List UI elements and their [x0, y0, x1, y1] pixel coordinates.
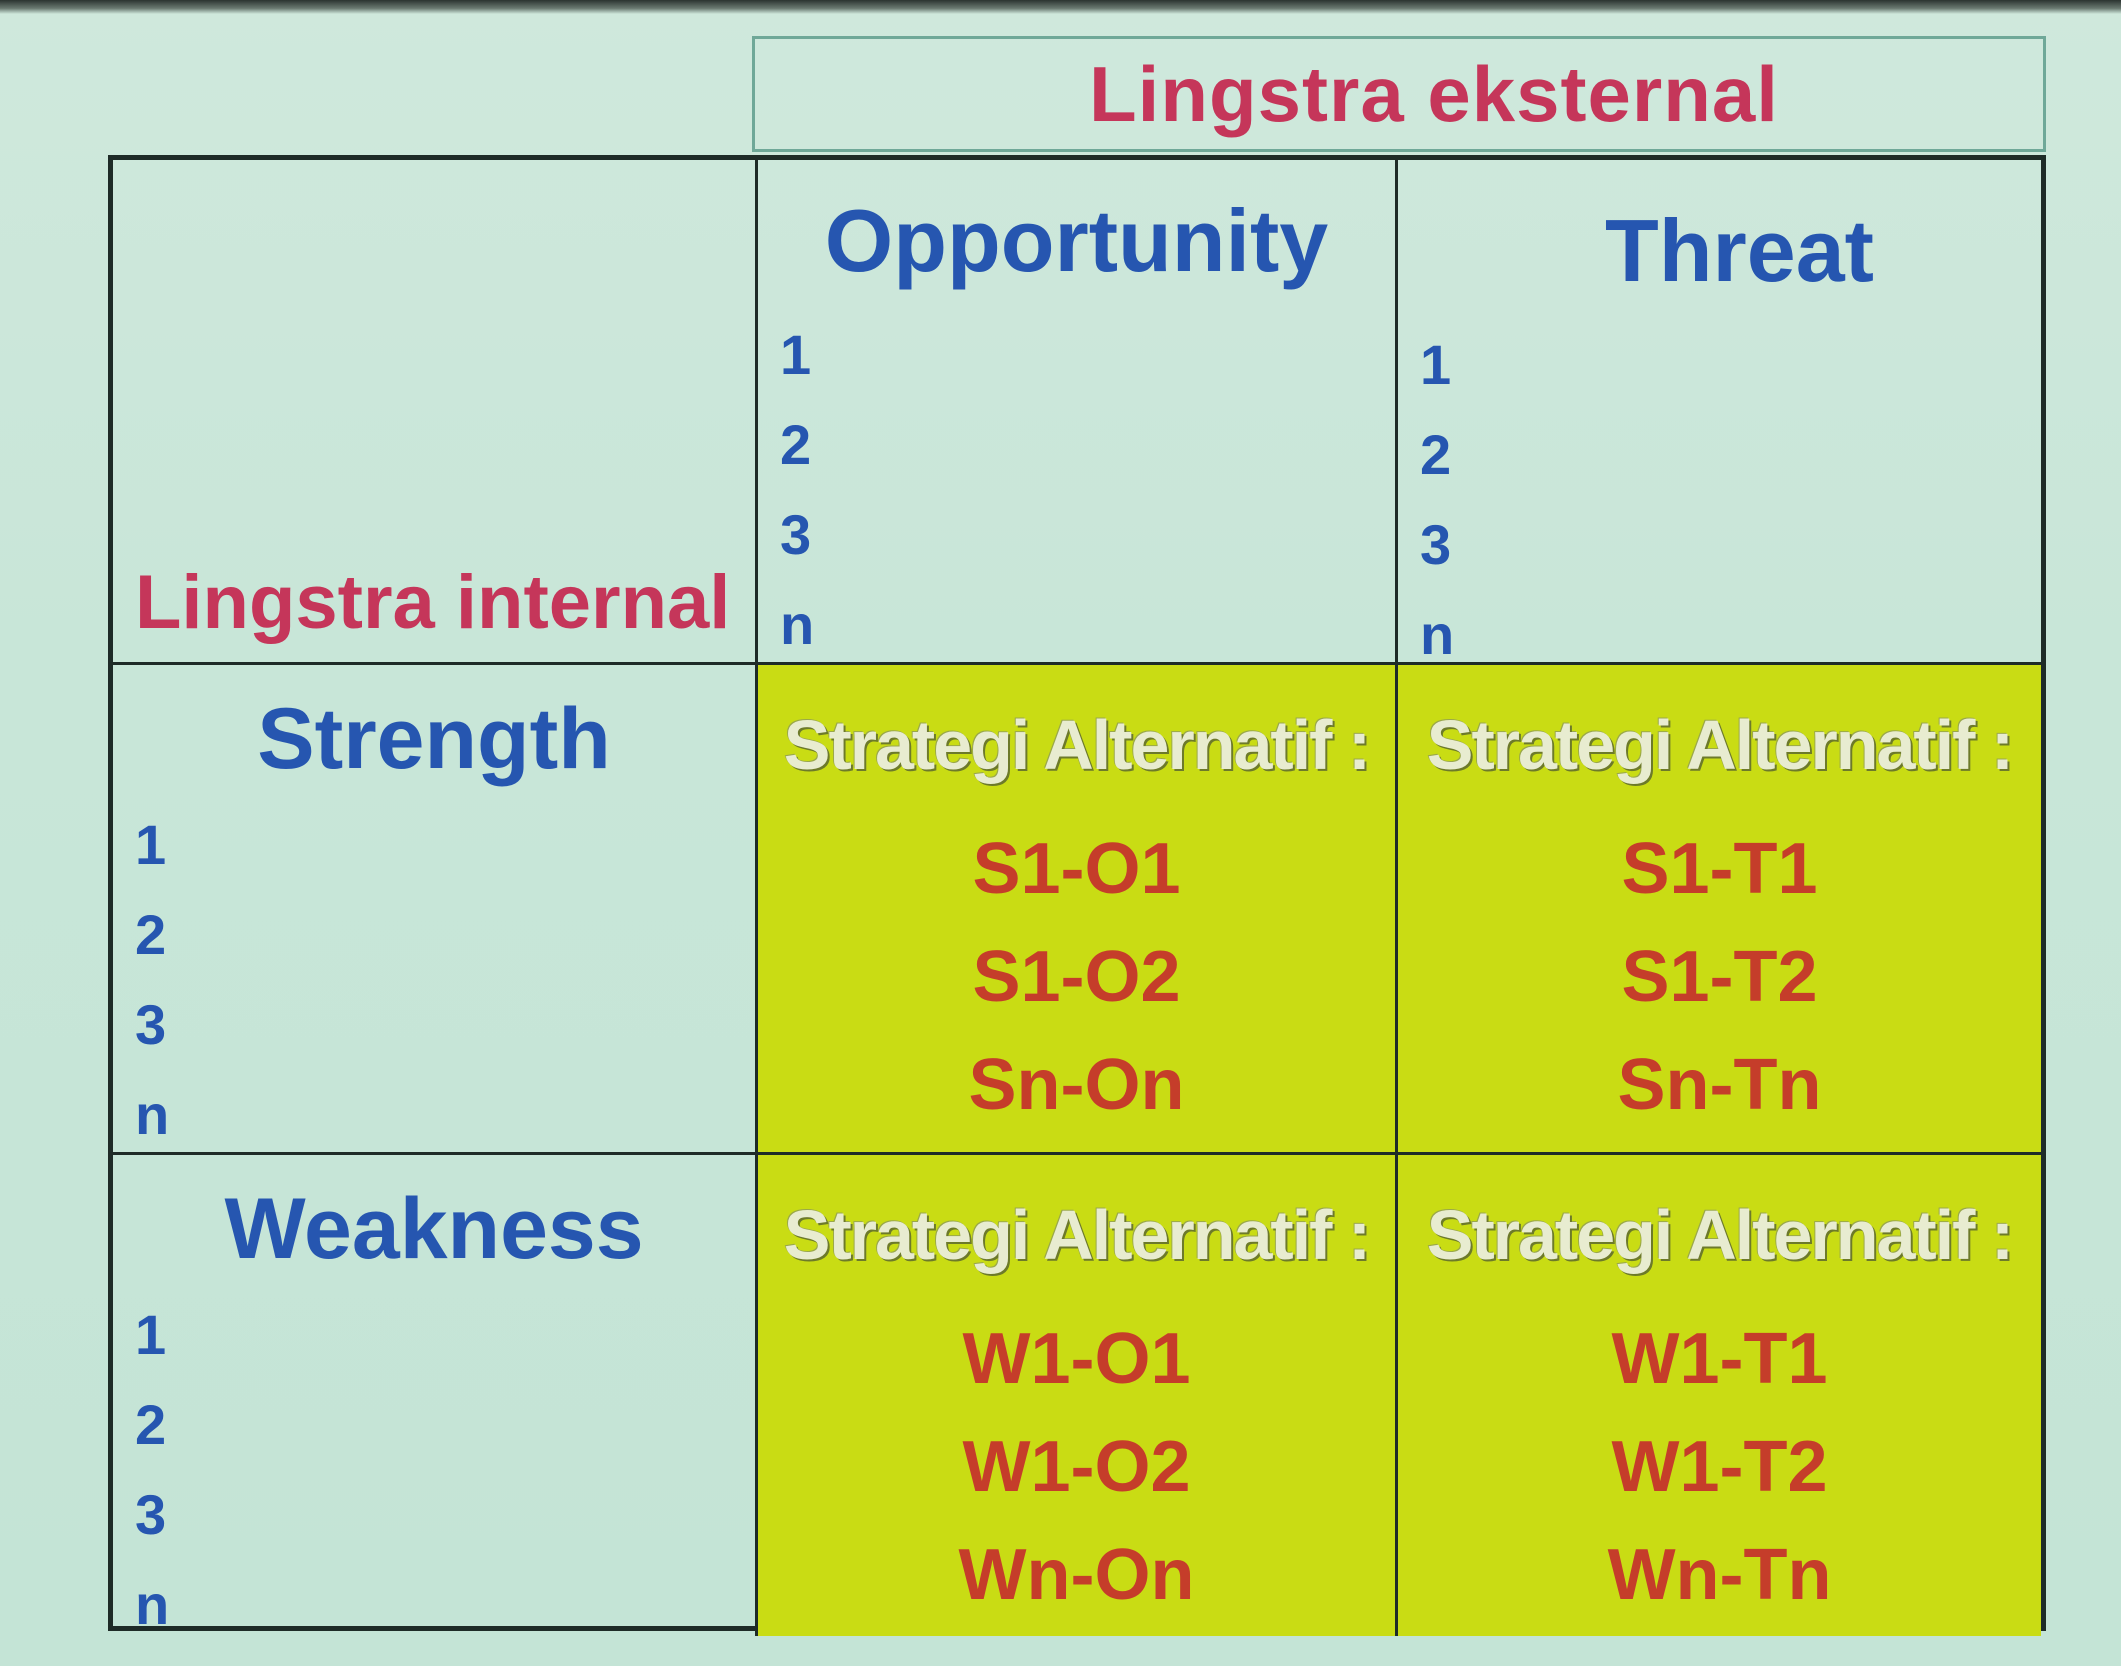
strategy-label: Strategi Alternatif :	[1426, 1196, 2014, 1274]
strategy-list-st: S1-T1 S1-T2 Sn-Tn	[1398, 815, 2041, 1139]
strategy-label: Strategi Alternatif :	[1426, 706, 2014, 784]
row-weakness: Weakness 1 2 3 n	[113, 1155, 758, 1636]
list-item: n	[780, 593, 815, 656]
external-header-box: Lingstra eksternal	[752, 36, 2046, 152]
strategy-item: Wn-On	[958, 1535, 1195, 1615]
list-item: 3	[1420, 513, 1452, 576]
strategy-cell-wo: Strategi Alternatif : W1-O1 W1-O2 Wn-On	[758, 1155, 1398, 1636]
strategy-item: W1-O1	[962, 1319, 1191, 1399]
strategy-item: Wn-Tn	[1607, 1535, 1832, 1615]
column-threat: Threat 1 2 3 n	[1398, 160, 2041, 666]
internal-title: Lingstra internal	[135, 560, 731, 645]
list-item: 1	[135, 813, 167, 876]
row-title-strength: Strength	[257, 691, 611, 787]
list-item: n	[1420, 603, 1455, 666]
strategy-item: S1-T2	[1621, 937, 1818, 1017]
strategy-item: S1-O1	[972, 829, 1181, 909]
strategy-list-wt: W1-T1 W1-T2 Wn-Tn	[1398, 1305, 2041, 1629]
column-title-opportunity: Opportunity	[824, 191, 1329, 290]
strategy-item: S1-O2	[972, 937, 1181, 1017]
strategy-item: Sn-Tn	[1617, 1045, 1822, 1125]
strategy-item: W1-O2	[962, 1427, 1191, 1507]
list-item: 1	[135, 1303, 167, 1366]
list-item: 2	[1420, 423, 1452, 486]
weakness-list: 1 2 3 n	[135, 1290, 169, 1650]
list-item: 2	[135, 903, 167, 966]
column-title-threat: Threat	[1605, 201, 1874, 300]
strategy-list-so: S1-O1 S1-O2 Sn-On	[758, 815, 1395, 1139]
strategy-item: W1-T1	[1611, 1319, 1828, 1399]
list-item: 3	[135, 1483, 167, 1546]
list-item: n	[135, 1573, 170, 1636]
opportunity-list: 1 2 3 n	[780, 310, 814, 670]
external-title: Lingstra eksternal	[1089, 49, 1779, 138]
strategy-item: S1-T1	[1621, 829, 1818, 909]
list-item: 1	[780, 323, 812, 386]
column-opportunity: Opportunity 1 2 3 n	[758, 160, 1398, 665]
threat-list: 1 2 3 n	[1420, 320, 1454, 680]
strength-list: 1 2 3 n	[135, 800, 169, 1160]
strategy-cell-so: Strategi Alternatif : S1-O1 S1-O2 Sn-On	[758, 665, 1398, 1155]
row-strength: Strength 1 2 3 n	[113, 665, 758, 1155]
strategy-label: Strategi Alternatif :	[783, 706, 1371, 784]
corner-cell: Lingstra internal	[113, 160, 758, 665]
swot-matrix: Lingstra internal Opportunity 1 2 3 n Th…	[108, 155, 2046, 1636]
strategy-cell-st: Strategi Alternatif : S1-T1 S1-T2 Sn-Tn	[1398, 665, 2041, 1155]
list-item: 3	[780, 503, 812, 566]
row-title-weakness: Weakness	[224, 1181, 644, 1277]
list-item: 3	[135, 993, 167, 1056]
list-item: n	[135, 1083, 170, 1146]
strategy-label: Strategi Alternatif :	[783, 1196, 1371, 1274]
strategy-item: W1-T2	[1611, 1427, 1828, 1507]
list-item: 2	[780, 413, 812, 476]
strategy-item: Sn-On	[968, 1045, 1185, 1125]
screen-top-edge	[0, 0, 2121, 14]
list-item: 1	[1420, 333, 1452, 396]
strategy-list-wo: W1-O1 W1-O2 Wn-On	[758, 1305, 1395, 1629]
strategy-cell-wt: Strategi Alternatif : W1-T1 W1-T2 Wn-Tn	[1398, 1155, 2041, 1636]
list-item: 2	[135, 1393, 167, 1456]
